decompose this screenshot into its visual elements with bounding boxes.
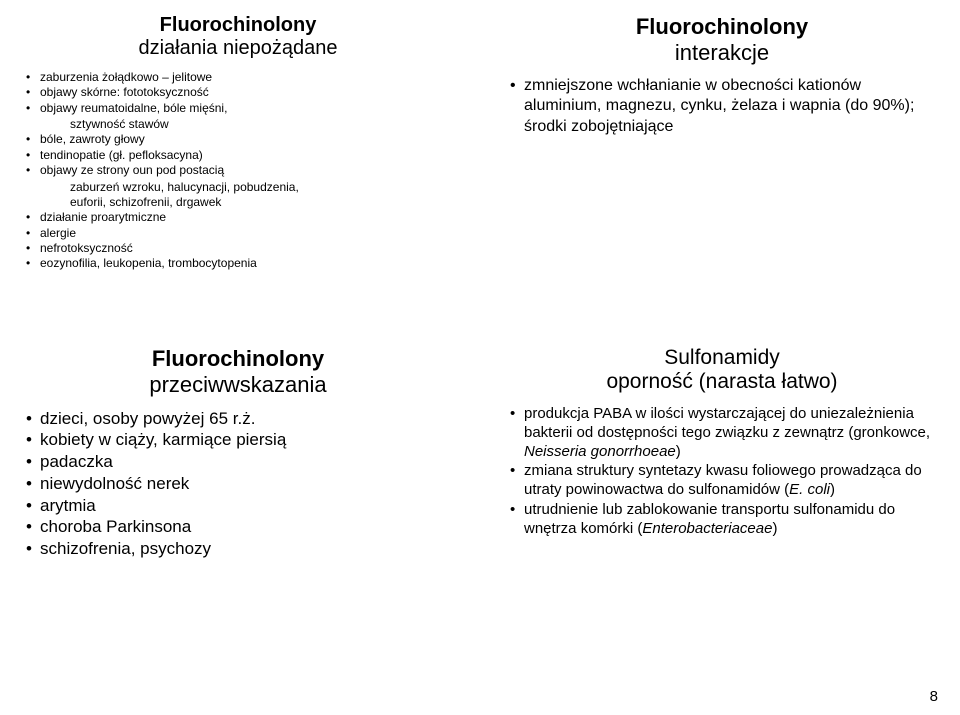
heading-line2: działania niepożądane — [24, 37, 452, 60]
italic-term: E. coli — [789, 481, 830, 498]
list-item-cont: zaburzeń wzroku, halucynacji, pobudzenia… — [40, 180, 452, 195]
list-item: choroba Parkinsona — [24, 516, 452, 538]
list-item: utrudnienie lub zablokowanie transportu … — [508, 500, 936, 538]
slide-grid: Fluorochinolony działania niepożądane za… — [14, 8, 946, 570]
list-item: produkcja PABA w ilości wystarczającej d… — [508, 404, 936, 462]
panel-interactions: Fluorochinolony interakcje zmniejszone w… — [498, 8, 946, 282]
list-item: eozynofilia, leukopenia, trombocytopenia — [24, 256, 452, 271]
list-item: padaczka — [24, 451, 452, 473]
panel-sulfonamides-resistance: Sulfonamidy oporność (narasta łatwo) pro… — [498, 340, 946, 570]
list-item: zaburzenia żołądkowo – jelitowe — [24, 70, 452, 85]
italic-term: Neisseria gonorrhoeae — [524, 443, 676, 460]
list-item: schizofrenia, psychozy — [24, 538, 452, 560]
heading-line1: Fluorochinolony — [24, 14, 452, 37]
list-item: objawy skórne: fototoksyczność — [24, 85, 452, 100]
bullet-list: zaburzenia żołądkowo – jelitowe objawy s… — [24, 70, 452, 272]
list-item: nefrotoksyczność — [24, 241, 452, 256]
list-item: niewydolność nerek — [24, 473, 452, 495]
list-item-cont: sztywność stawów — [40, 117, 452, 132]
list-item: dzieci, osoby powyżej 65 r.ż. — [24, 408, 452, 430]
list-item: arytmia — [24, 495, 452, 517]
heading-line1: Fluorochinolony — [24, 346, 452, 372]
heading: Fluorochinolony przeciwwskazania — [24, 346, 452, 398]
list-item: tendinopatie (gł. pefloksacyna) — [24, 148, 452, 163]
list-item: objawy reumatoidalne, bóle mięśni, sztyw… — [24, 101, 452, 133]
heading-line1: Fluorochinolony — [508, 14, 936, 40]
panel-contraindications: Fluorochinolony przeciwwskazania dzieci,… — [14, 340, 462, 570]
heading: Sulfonamidy oporność (narasta łatwo) — [508, 346, 936, 394]
page: Fluorochinolony działania niepożądane za… — [0, 0, 960, 715]
list-item: zmniejszone wchłanianie w obecności kati… — [508, 76, 936, 137]
heading-line2: oporność (narasta łatwo) — [508, 370, 936, 394]
list-item: bóle, zawroty głowy — [24, 132, 452, 147]
heading-line1: Sulfonamidy — [508, 346, 936, 370]
bullet-list: dzieci, osoby powyżej 65 r.ż. kobiety w … — [24, 408, 452, 560]
page-number: 8 — [930, 688, 938, 705]
list-item: zmiana struktury syntetazy kwasu foliowe… — [508, 461, 936, 499]
list-item: objawy ze strony oun pod postacią zaburz… — [24, 163, 452, 210]
heading-line2: interakcje — [508, 40, 936, 66]
heading: Fluorochinolony działania niepożądane — [24, 14, 452, 60]
heading: Fluorochinolony interakcje — [508, 14, 936, 66]
list-item: kobiety w ciąży, karmiące piersią — [24, 429, 452, 451]
bullet-list: produkcja PABA w ilości wystarczającej d… — [508, 404, 936, 538]
bullet-list: zmniejszone wchłanianie w obecności kati… — [508, 76, 936, 137]
italic-term: Enterobacteriaceae — [642, 520, 772, 537]
list-item-cont: euforii, schizofrenii, drgawek — [40, 195, 452, 210]
list-item: działanie proarytmiczne — [24, 210, 452, 225]
heading-line2: przeciwwskazania — [24, 372, 452, 398]
list-item: alergie — [24, 226, 452, 241]
panel-adverse-effects: Fluorochinolony działania niepożądane za… — [14, 8, 462, 282]
